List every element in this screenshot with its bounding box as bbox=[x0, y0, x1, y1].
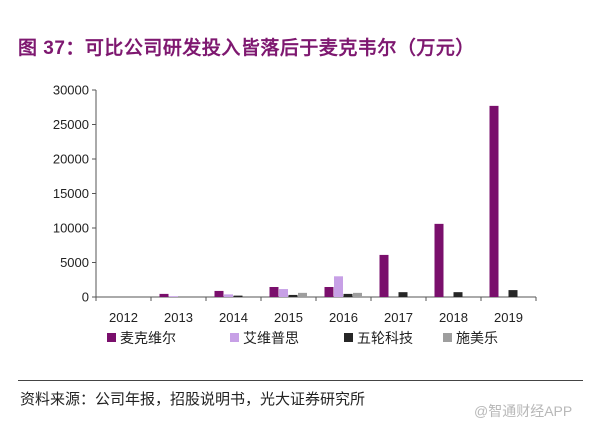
bar-series-0-2015 bbox=[269, 286, 279, 297]
legend-swatch-3 bbox=[443, 333, 452, 342]
bar-series-0-2014 bbox=[214, 290, 224, 297]
y-tick-label: 30000 bbox=[53, 83, 89, 98]
x-tick-label: 2013 bbox=[164, 310, 193, 325]
legend-swatch-0 bbox=[107, 333, 116, 342]
x-tick-label: 2018 bbox=[439, 310, 468, 325]
watermark: @智通财经APP bbox=[474, 403, 573, 419]
legend-label-3: 施美乐 bbox=[456, 330, 498, 346]
bar-series-1-2015 bbox=[279, 289, 288, 297]
bar-series-2-2017 bbox=[398, 292, 408, 297]
y-tick-label: 10000 bbox=[53, 221, 89, 236]
x-tick-label: 2015 bbox=[274, 310, 303, 325]
source-divider bbox=[18, 380, 583, 381]
x-tick-label: 2017 bbox=[384, 310, 413, 325]
x-tick-label: 2012 bbox=[109, 310, 138, 325]
source-note: 资料来源：公司年报，招股说明书，光大证券研究所 bbox=[20, 392, 366, 408]
bar-series-1-2013 bbox=[169, 296, 178, 297]
legend-label-2: 五轮科技 bbox=[357, 330, 413, 346]
legend-swatch-1 bbox=[230, 333, 239, 342]
bar-series-0-2017 bbox=[379, 254, 389, 297]
x-tick-label: 2016 bbox=[329, 310, 358, 325]
y-tick-label: 15000 bbox=[53, 186, 89, 201]
bar-series-2-2014 bbox=[233, 295, 243, 297]
y-tick-label: 0 bbox=[82, 290, 89, 305]
bar-series-0-2016 bbox=[324, 286, 334, 297]
x-tick-label: 2014 bbox=[219, 310, 248, 325]
bar-series-2-2015 bbox=[288, 294, 298, 297]
y-tick-label: 5000 bbox=[60, 255, 89, 270]
y-tick-label: 20000 bbox=[53, 152, 89, 167]
legend-label-0: 麦克维尔 bbox=[120, 330, 176, 346]
bar-series-2-2018 bbox=[453, 292, 463, 297]
bar-series-0-2013 bbox=[159, 293, 169, 297]
bar-series-2-2019 bbox=[508, 290, 518, 297]
bar-series-0-2019 bbox=[489, 105, 499, 298]
legend-swatch-2 bbox=[344, 333, 353, 342]
y-tick-label: 25000 bbox=[53, 117, 89, 132]
bar-series-1-2014 bbox=[224, 294, 233, 297]
chart-title: 图 37：可比公司研发投入皆落后于麦克韦尔（万元） bbox=[18, 38, 475, 59]
bar-series-3-2016 bbox=[353, 292, 362, 297]
bar-series-0-2018 bbox=[434, 223, 444, 297]
bar-series-2-2016 bbox=[343, 293, 353, 297]
bar-series-3-2015 bbox=[298, 292, 307, 297]
legend-label-1: 艾维普思 bbox=[243, 330, 299, 346]
x-tick-label: 2019 bbox=[494, 310, 523, 325]
bar-series-1-2016 bbox=[334, 276, 343, 297]
